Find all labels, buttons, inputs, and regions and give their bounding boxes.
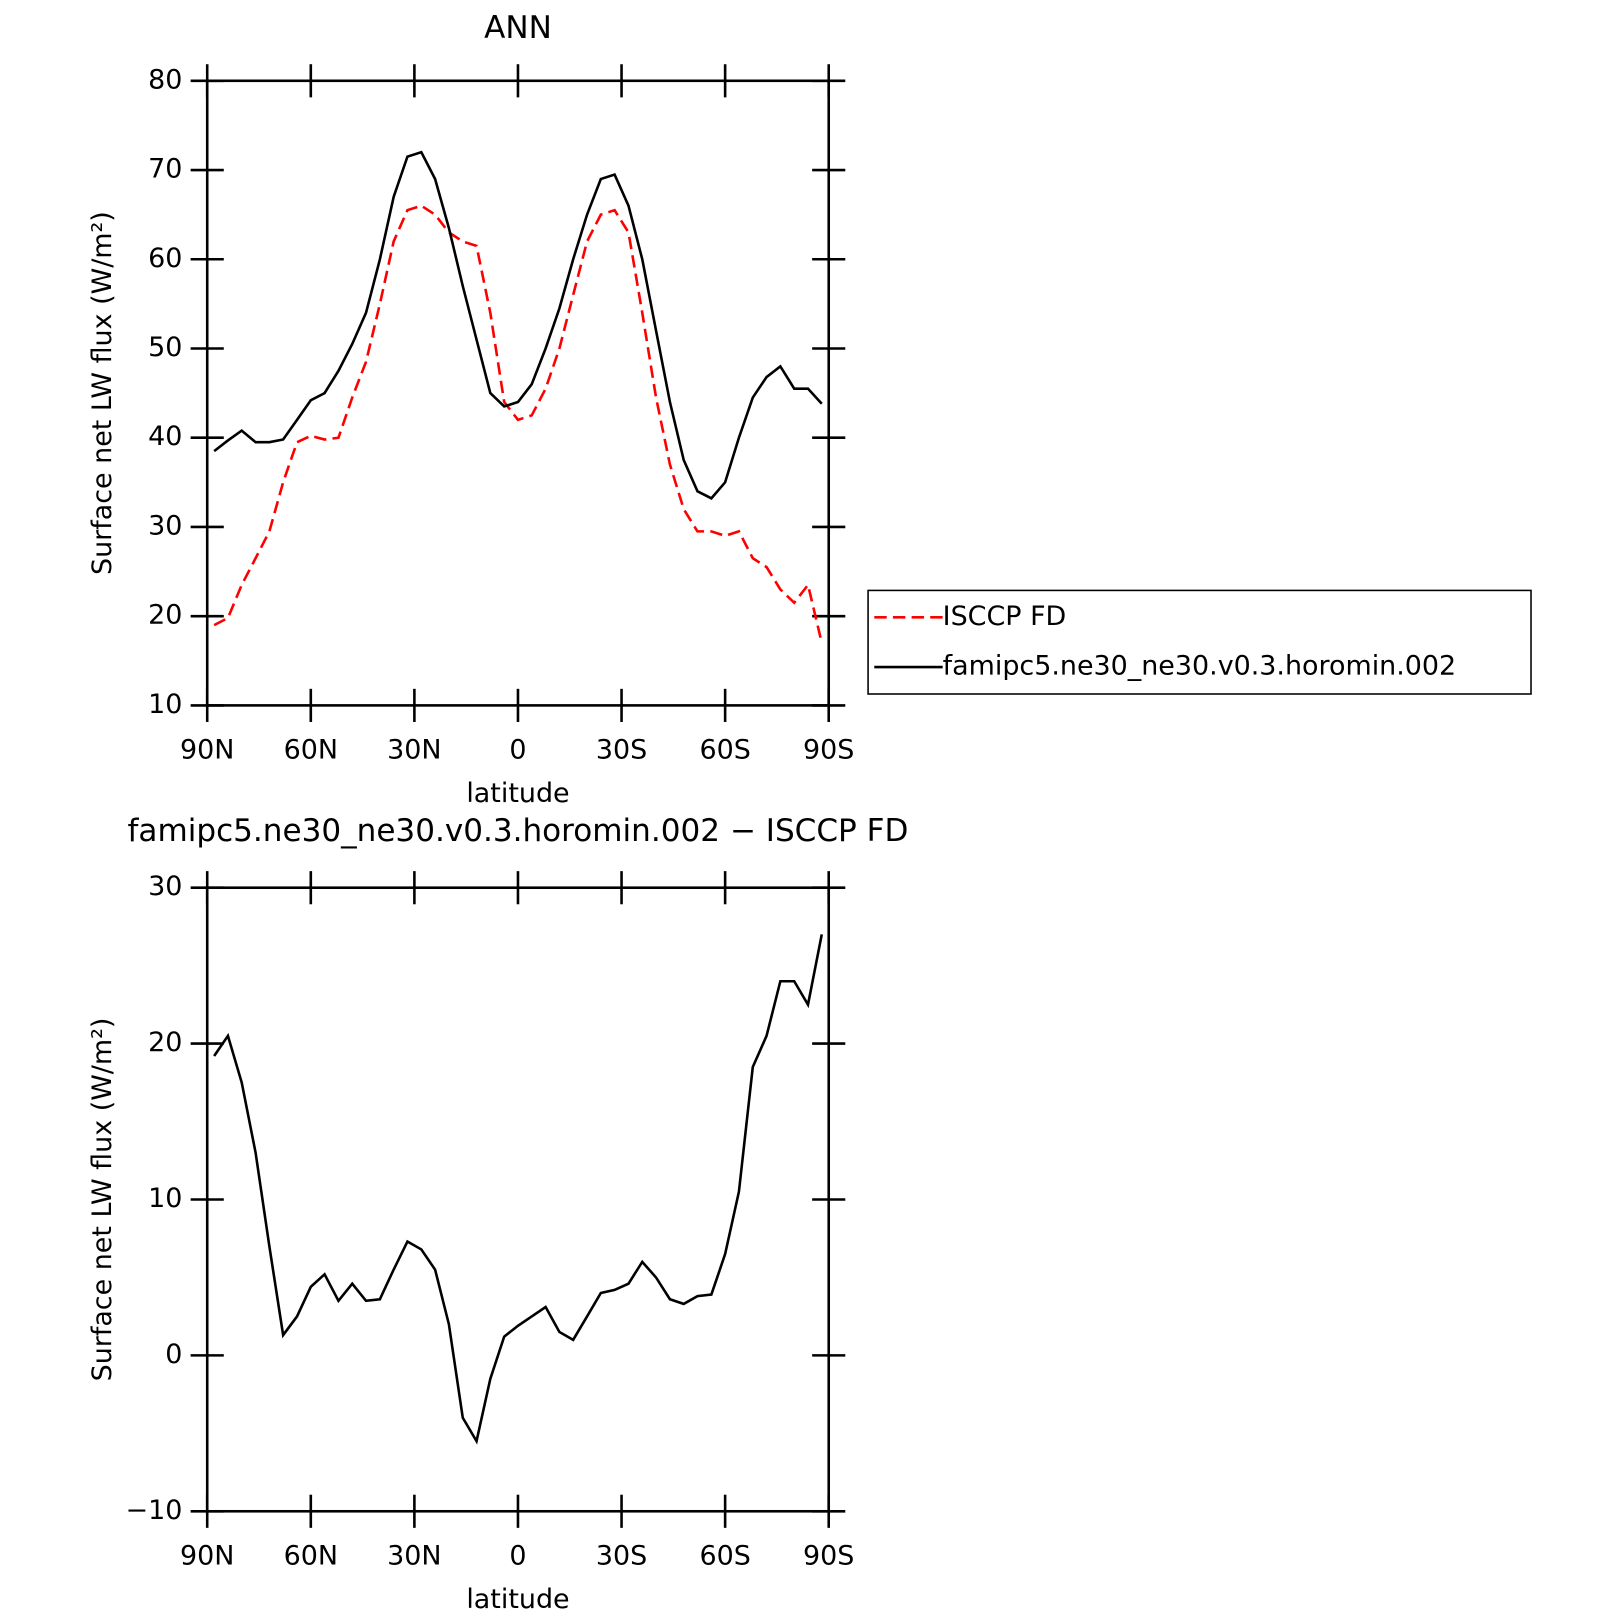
x-tick-label: 0	[509, 1540, 526, 1571]
data-line	[213, 150, 823, 500]
data-line	[213, 934, 824, 1445]
x-tick-label: 60S	[699, 1540, 750, 1571]
x-tick-label: 60N	[284, 734, 338, 765]
y-tick-label: 60	[148, 243, 182, 274]
legend-box	[867, 589, 1532, 695]
x-tick-label: 30S	[596, 1540, 647, 1571]
y-axis-label: Surface net LW flux (W/m²)	[87, 1018, 118, 1382]
x-tick-label: 60S	[699, 734, 750, 765]
x-tick-label: 30N	[387, 734, 441, 765]
y-tick-label: 50	[148, 332, 182, 363]
y-tick-label: 70	[148, 154, 182, 185]
legend-label: famipc5.ne30_ne30.v0.3.horomin.002	[943, 651, 1457, 682]
y-tick-label: 20	[148, 1027, 182, 1058]
y-tick-label: 30	[148, 510, 182, 541]
x-tick-label: 60N	[284, 1540, 338, 1571]
x-tick-label: 90S	[803, 734, 854, 765]
y-tick-label: 40	[148, 421, 182, 452]
plot-frame	[205, 79, 831, 707]
x-tick-label: 30N	[387, 1540, 441, 1571]
x-tick-label: 30S	[596, 734, 647, 765]
y-tick-label: 80	[148, 64, 182, 95]
x-tick-label: 90N	[180, 734, 234, 765]
y-tick-label: −10	[126, 1495, 183, 1526]
y-tick-label: 10	[148, 1183, 182, 1214]
y-tick-label: 20	[148, 600, 182, 631]
y-axis-label: Surface net LW flux (W/m²)	[87, 211, 118, 575]
legend-label: ISCCP FD	[943, 601, 1067, 632]
x-tick-label: 90N	[180, 1540, 234, 1571]
x-tick-label: 0	[509, 734, 526, 765]
y-tick-label: 30	[148, 871, 182, 902]
x-axis-label: latitude	[466, 1584, 569, 1615]
plot-frame	[205, 886, 831, 1513]
y-tick-label: 10	[148, 689, 182, 720]
chart-title: ANN	[484, 10, 552, 46]
chart-title: famipc5.ne30_ne30.v0.3.horomin.002 − ISC…	[127, 813, 908, 849]
x-axis-label: latitude	[466, 778, 569, 809]
data-line	[213, 204, 824, 644]
y-tick-label: 0	[165, 1339, 182, 1370]
x-tick-label: 90S	[803, 1540, 854, 1571]
